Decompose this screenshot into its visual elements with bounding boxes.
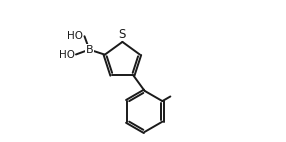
Text: S: S	[119, 28, 126, 41]
Text: HO: HO	[67, 31, 83, 41]
Text: B: B	[86, 45, 93, 55]
Text: HO: HO	[59, 50, 75, 60]
